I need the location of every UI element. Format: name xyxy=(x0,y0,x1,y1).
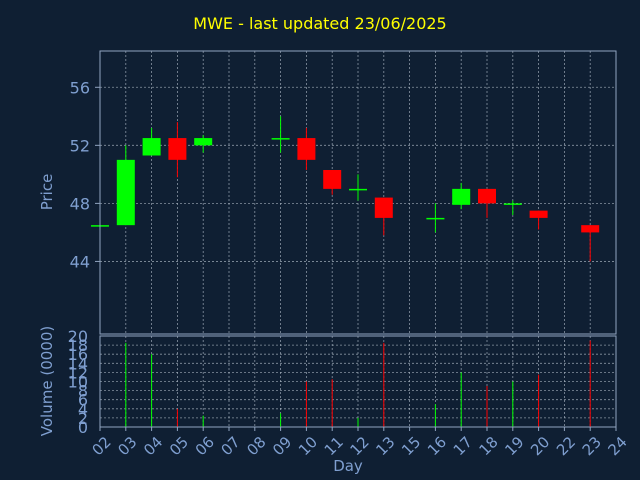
x-tick-label-05: 05 xyxy=(166,433,192,459)
x-tick-label-02: 02 xyxy=(89,433,115,459)
volume-axis-label: Volume (0000) xyxy=(38,326,56,436)
candle-body-11 xyxy=(323,170,342,189)
x-axis-label: Day xyxy=(333,457,363,475)
candle-body-03 xyxy=(116,159,135,226)
candle-body-05 xyxy=(168,138,187,160)
x-tick-label-03: 03 xyxy=(114,433,140,459)
x-tick-label-20: 20 xyxy=(527,433,553,459)
x-tick-label-04: 04 xyxy=(140,433,166,459)
volume-tick-label-18: 18 xyxy=(68,336,88,355)
volume-tick-label-10: 10 xyxy=(68,373,88,392)
x-tick-label-09: 09 xyxy=(269,433,295,459)
x-tick-label-12: 12 xyxy=(347,433,373,459)
x-tick-label-06: 06 xyxy=(192,433,218,459)
volume-tick-label-14: 14 xyxy=(68,354,88,373)
candle-body-04 xyxy=(142,138,161,156)
volume-layer xyxy=(125,340,591,427)
candle-body-12 xyxy=(349,188,367,191)
x-tick-label-17: 17 xyxy=(450,433,476,459)
candle-body-18 xyxy=(478,188,496,204)
x-tick-label-15: 15 xyxy=(398,433,424,459)
grid-layer xyxy=(99,51,617,428)
candle-body-17 xyxy=(452,188,471,205)
volume-tick-label-2: 2 xyxy=(78,409,88,428)
x-tick-label-18: 18 xyxy=(476,433,502,459)
price-tick-label-44: 44 xyxy=(70,252,90,271)
price-panel-frame xyxy=(99,50,617,335)
x-tick-label-23: 23 xyxy=(579,433,605,459)
candle-layer xyxy=(91,116,600,262)
candle-body-06 xyxy=(194,138,213,146)
x-tick-label-08: 08 xyxy=(243,433,269,459)
volume-tick-label-4: 4 xyxy=(78,400,88,419)
x-tick-label-11: 11 xyxy=(321,433,347,459)
x-tick-label-24: 24 xyxy=(605,433,631,459)
volume-tick-label-6: 6 xyxy=(78,391,88,410)
x-tick-label-10: 10 xyxy=(295,433,321,459)
volume-tick-label-16: 16 xyxy=(68,345,88,364)
price-tick-label-48: 48 xyxy=(70,194,90,213)
volume-tick-label-12: 12 xyxy=(68,363,88,382)
candle-body-20 xyxy=(529,210,548,218)
candle-body-10 xyxy=(297,138,316,160)
candle-body-09 xyxy=(271,138,290,140)
candle-body-16 xyxy=(426,217,445,220)
volume-tick-label-0: 0 xyxy=(78,418,88,437)
price-axis-label: Price xyxy=(38,174,56,211)
price-tick-label-56: 56 xyxy=(70,78,90,97)
x-tick-label-22: 22 xyxy=(553,433,579,459)
x-tick-label-07: 07 xyxy=(218,433,244,459)
candle-body-19 xyxy=(503,203,522,205)
price-tick-label-52: 52 xyxy=(70,136,90,155)
x-tick-label-16: 16 xyxy=(424,433,450,459)
candle-body-23 xyxy=(581,225,600,233)
chart-title: MWE - last updated 23/06/2025 xyxy=(193,14,447,33)
x-tick-label-19: 19 xyxy=(501,433,527,459)
x-tick-label-13: 13 xyxy=(372,433,398,459)
volume-tick-label-8: 8 xyxy=(78,382,88,401)
volume-tick-label-20: 20 xyxy=(68,327,88,346)
candle-body-13 xyxy=(374,197,393,218)
